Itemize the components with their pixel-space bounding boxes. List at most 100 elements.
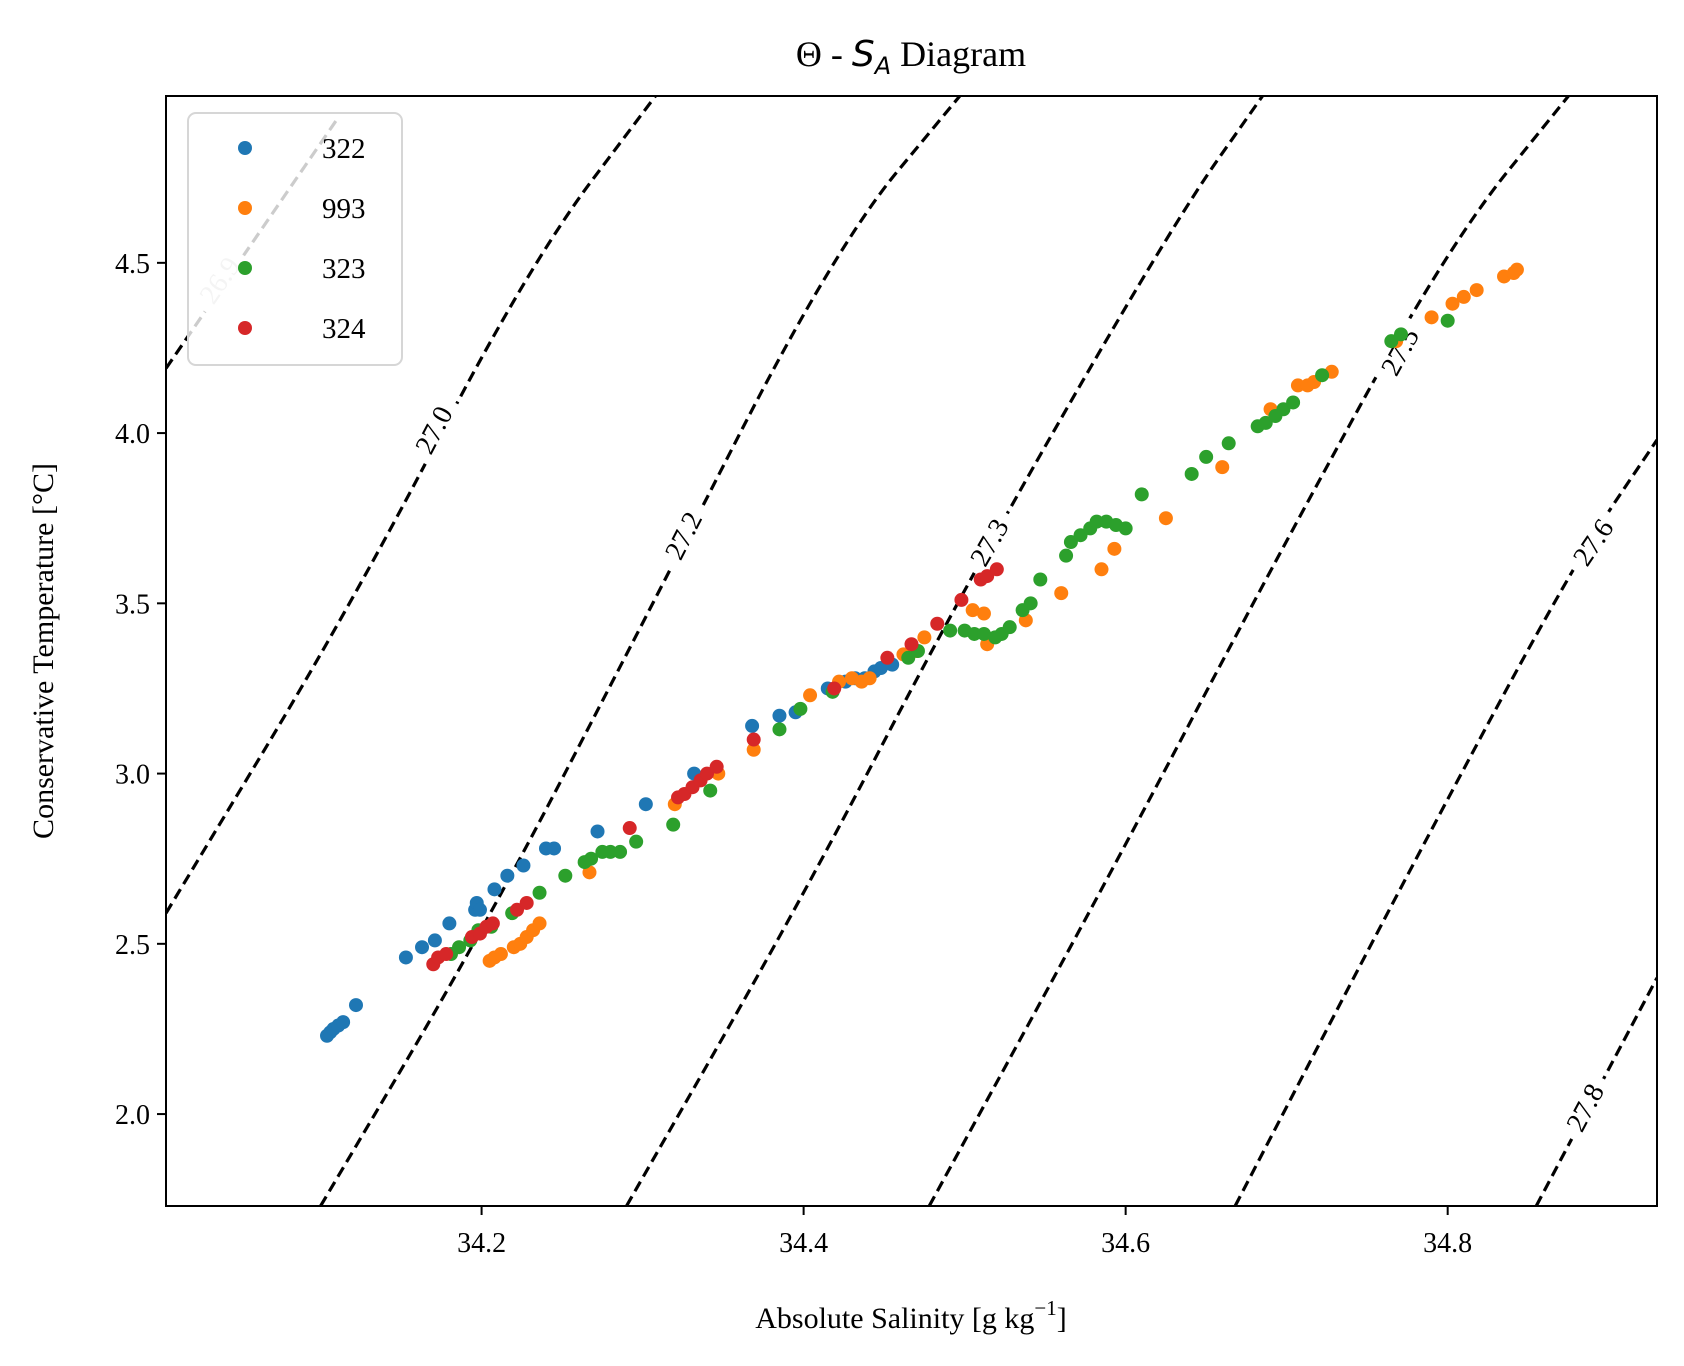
data-point xyxy=(590,824,605,839)
data-point xyxy=(709,759,724,774)
data-point xyxy=(452,940,467,955)
data-point xyxy=(976,626,991,641)
data-point xyxy=(746,742,761,757)
data-point xyxy=(1059,548,1074,563)
data-point xyxy=(500,868,515,883)
data-point xyxy=(666,817,681,832)
data-point xyxy=(1023,596,1038,611)
data-point xyxy=(772,722,787,737)
data-point xyxy=(703,783,718,798)
contour-label-gap xyxy=(401,391,465,469)
data-point xyxy=(772,708,787,723)
x-axis-label-suffix: ] xyxy=(1057,1302,1067,1335)
data-point xyxy=(793,701,808,716)
data-point xyxy=(1221,436,1236,451)
legend-label-324: 324 xyxy=(322,313,366,345)
y-axis-label: Conservative Temperature [°C] xyxy=(27,463,60,839)
y-axis: 2.0 2.5 3.0 3.5 4.0 4.5 xyxy=(115,249,166,1131)
data-point xyxy=(930,616,945,631)
density-contour-27-5 xyxy=(927,96,1570,1206)
series-323 xyxy=(443,313,1455,962)
data-point xyxy=(1094,562,1109,577)
data-point xyxy=(629,834,644,849)
legend-label-323: 323 xyxy=(322,253,366,285)
legend: 322 993 323 324 xyxy=(187,112,403,366)
chart-title-subscript: A xyxy=(873,52,891,80)
data-point xyxy=(1445,296,1460,311)
data-point xyxy=(1290,378,1305,393)
data-point xyxy=(1002,620,1017,635)
data-point xyxy=(1054,586,1069,601)
contour-label-gap xyxy=(651,496,715,574)
data-point xyxy=(532,916,547,931)
data-point xyxy=(516,858,531,873)
data-point xyxy=(989,562,1004,577)
data-point xyxy=(487,882,502,897)
data-point xyxy=(427,933,442,948)
data-point xyxy=(613,844,628,859)
chart-title: Θ - SA Diagram xyxy=(796,34,1026,80)
plot-frame xyxy=(165,95,1658,1207)
y-tick-label: 4.0 xyxy=(115,419,150,450)
data-point xyxy=(965,603,980,618)
data-point xyxy=(1215,460,1230,475)
data-point xyxy=(873,661,888,676)
data-point xyxy=(827,681,842,696)
data-point xyxy=(493,947,508,962)
x-tick-label: 34.6 xyxy=(1101,1228,1150,1259)
data-point xyxy=(1118,521,1133,536)
y-tick-label: 3.5 xyxy=(115,589,150,620)
data-point xyxy=(1424,310,1439,325)
data-point xyxy=(532,885,547,900)
data-point xyxy=(485,916,500,931)
data-point xyxy=(954,592,969,607)
data-point xyxy=(1509,262,1524,277)
data-point xyxy=(1469,283,1484,298)
legend-marker-324 xyxy=(238,321,252,335)
data-point xyxy=(880,650,895,665)
data-point xyxy=(336,1015,351,1030)
x-tick-label: 34.4 xyxy=(779,1228,828,1259)
y-tick-label: 3.0 xyxy=(115,760,150,791)
x-tick-label: 34.8 xyxy=(1423,1228,1472,1259)
data-point xyxy=(442,916,457,931)
data-point xyxy=(1033,572,1048,587)
data-point xyxy=(1440,313,1455,328)
data-point xyxy=(472,902,487,917)
data-point xyxy=(1315,368,1330,383)
data-point xyxy=(904,637,919,652)
data-point xyxy=(746,732,761,747)
series-993 xyxy=(482,262,1524,968)
data-point xyxy=(976,606,991,621)
x-axis-label-text: Absolute Salinity [g kg xyxy=(755,1302,1034,1335)
x-axis-label: Absolute Salinity [g kg−1] xyxy=(755,1296,1067,1335)
chart-title-prefix: Θ - xyxy=(796,34,852,74)
density-contour-27-2 xyxy=(319,96,962,1206)
data-point xyxy=(745,718,760,733)
x-axis: 34.2 34.4 34.6 34.8 xyxy=(457,1206,1472,1259)
x-axis-label-superscript: −1 xyxy=(1034,1296,1056,1320)
series-324 xyxy=(426,562,1004,972)
contour-label-gap xyxy=(1367,312,1432,390)
legend-marker-322 xyxy=(238,141,252,155)
y-tick-label: 4.5 xyxy=(115,249,150,280)
y-tick-label: 2.5 xyxy=(115,930,150,961)
contour-label-gap xyxy=(1558,503,1627,581)
contour-label-gap xyxy=(1552,1068,1617,1146)
data-point xyxy=(603,844,618,859)
data-point xyxy=(1199,449,1214,464)
data-point xyxy=(967,626,982,641)
data-point xyxy=(622,821,637,836)
chart-title-symbol: S xyxy=(852,34,875,75)
data-point xyxy=(348,998,363,1013)
data-point xyxy=(584,851,599,866)
legend-box xyxy=(187,112,403,366)
data-point xyxy=(1158,511,1173,526)
density-contour-labels: 26.927.027.227.327.527.627.8 xyxy=(185,241,1627,1146)
legend-label-993: 993 xyxy=(322,193,366,225)
x-tick-label: 34.2 xyxy=(457,1228,506,1259)
legend-marker-323 xyxy=(238,261,252,275)
data-point xyxy=(547,841,562,856)
legend-marker-993 xyxy=(238,201,252,215)
